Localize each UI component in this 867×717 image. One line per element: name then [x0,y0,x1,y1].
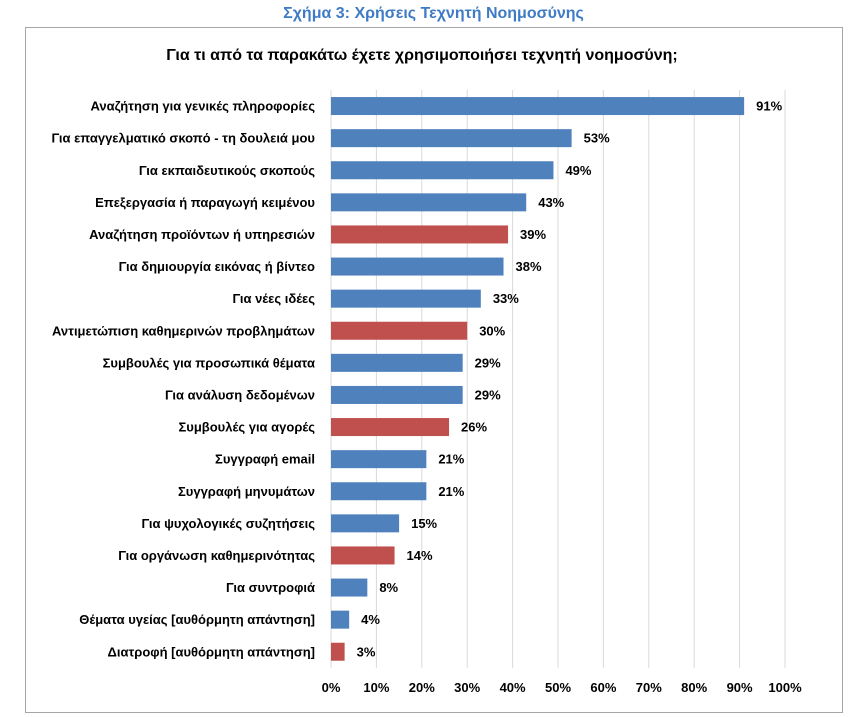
value-label: 38% [516,259,542,274]
bar [331,642,345,661]
value-label: 15% [411,516,437,531]
category-label: Για εκπαιδευτικούς σκοπούς [139,163,315,178]
bar [331,578,368,597]
bar [331,546,395,565]
value-label: 21% [438,484,464,499]
figure-caption: Σχήμα 3: Χρήσεις Τεχνητή Νοημοσύνης [283,5,584,22]
bar-layer [331,97,745,661]
bar [331,450,427,469]
bar [331,514,400,533]
category-label: Για νέες ιδέες [232,291,315,306]
category-label: Για οργάνωση καθημερινότητας [118,548,315,563]
value-label: 49% [565,163,591,178]
bar [331,610,350,629]
value-label: 26% [461,420,487,435]
x-tick-label: 60% [590,680,616,695]
bar [331,321,468,340]
value-label: 21% [438,452,464,467]
category-label: Αναζήτηση για γενικές πληροφορίες [90,99,315,114]
value-label: 33% [493,291,519,306]
bar [331,385,463,404]
category-label: Αναζήτηση προϊόντων ή υπηρεσιών [89,227,315,242]
category-label: Για συντροφιά [226,580,315,595]
category-label: Συμβουλές για προσωπικά θέματα [103,355,315,370]
label-layer: Αναζήτηση για γενικές πληροφορίες 91% Για … [51,99,782,660]
category-label: Αντιμετώπιση καθημερινών προβλημάτων [52,323,315,338]
bar [331,353,463,372]
chart-title: Για τι από τα παρακάτω έχετε χρησιμοποιή… [166,47,677,64]
value-label: 39% [520,227,546,242]
x-tick-label: 0% [322,680,341,695]
category-label: Διατροφή [αυθόρμητη απάντηση] [108,644,315,659]
bar [331,289,481,308]
x-tick-label: 30% [454,680,480,695]
x-tick-label: 40% [500,680,526,695]
value-label: 30% [479,323,505,338]
tick-layer: 0% 10% 20% 30% 40% 50% 60% 70% 80% 90% 100% [322,680,802,695]
bar [331,418,450,437]
value-label: 4% [361,612,380,627]
category-label: Για ψυχολογικές συζητήσεις [141,516,315,531]
x-tick-label: 90% [727,680,753,695]
x-tick-label: 80% [681,680,707,695]
value-label: 8% [379,580,398,595]
bar [331,225,509,244]
value-label: 43% [538,195,564,210]
x-tick-label: 10% [363,680,389,695]
x-tick-label: 50% [545,680,571,695]
chart-frame: Για τι από τα παρακάτω έχετε χρησιμοποιή… [25,27,843,713]
category-label: Για επαγγελματικό σκοπό - τη δουλειά μου [51,131,315,146]
value-label: 14% [407,548,433,563]
value-label: 53% [584,131,610,146]
grid-layer [330,90,786,668]
category-label: Συγγραφή email [215,452,315,467]
bar [331,161,554,180]
bar [331,482,427,501]
value-label: 29% [475,355,501,370]
category-label: Θέματα υγείας [αυθόρμητη απάντηση] [79,612,315,627]
value-label: 29% [475,387,501,402]
category-label: Για δημιουργία εικόνας ή βίντεο [119,259,315,274]
value-label: 91% [756,99,782,114]
value-label: 3% [357,644,376,659]
bar [331,129,572,148]
category-label: Επεξεργασία ή παραγωγή κειμένου [95,195,315,210]
x-tick-label: 70% [636,680,662,695]
category-label: Συμβουλές για αγορές [178,420,315,435]
bar [331,97,745,116]
category-label: Συγγραφή μηνυμάτων [178,484,315,499]
bar-chart: Για τι από τα παρακάτω έχετε χρησιμοποιή… [51,47,802,695]
bar [331,193,527,212]
category-label: Για ανάλυση δεδομένων [165,387,315,402]
x-tick-label: 20% [409,680,435,695]
bar [331,257,504,276]
x-tick-label: 100% [768,680,802,695]
